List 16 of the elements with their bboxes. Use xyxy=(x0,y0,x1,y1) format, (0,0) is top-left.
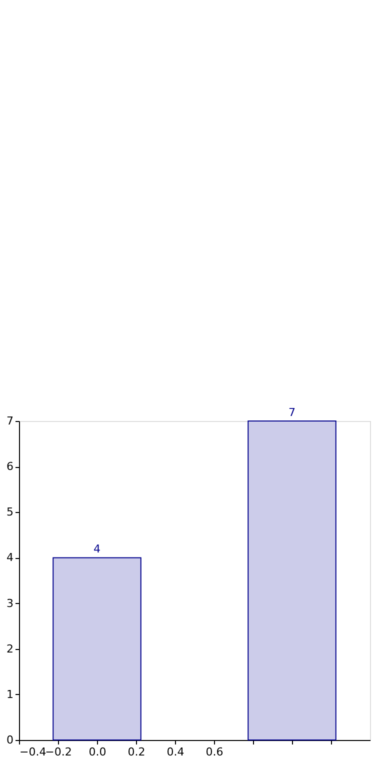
data-label: 7 xyxy=(288,406,296,419)
x-tick-label: −0.2 xyxy=(45,746,72,758)
x-tick-label: 0.6 xyxy=(206,746,224,758)
y-tick-label: 4 xyxy=(6,551,14,564)
y-tick-label: 6 xyxy=(6,460,14,474)
y-tick-label: 1 xyxy=(6,688,14,701)
y-tick-label: 3 xyxy=(6,596,14,610)
y-tick-label: 5 xyxy=(6,506,14,519)
y-tick-label: 0 xyxy=(6,734,14,746)
x-tick-label: 0.0 xyxy=(88,746,106,758)
x-tick-label: −0.4 xyxy=(20,746,46,758)
x-tick-label: 0.4 xyxy=(166,746,184,758)
y-tick-label: 7 xyxy=(6,414,14,428)
x-tick-label: 0.2 xyxy=(128,746,146,758)
data-label: 4 xyxy=(94,542,100,556)
y-tick-label: 2 xyxy=(6,642,14,656)
